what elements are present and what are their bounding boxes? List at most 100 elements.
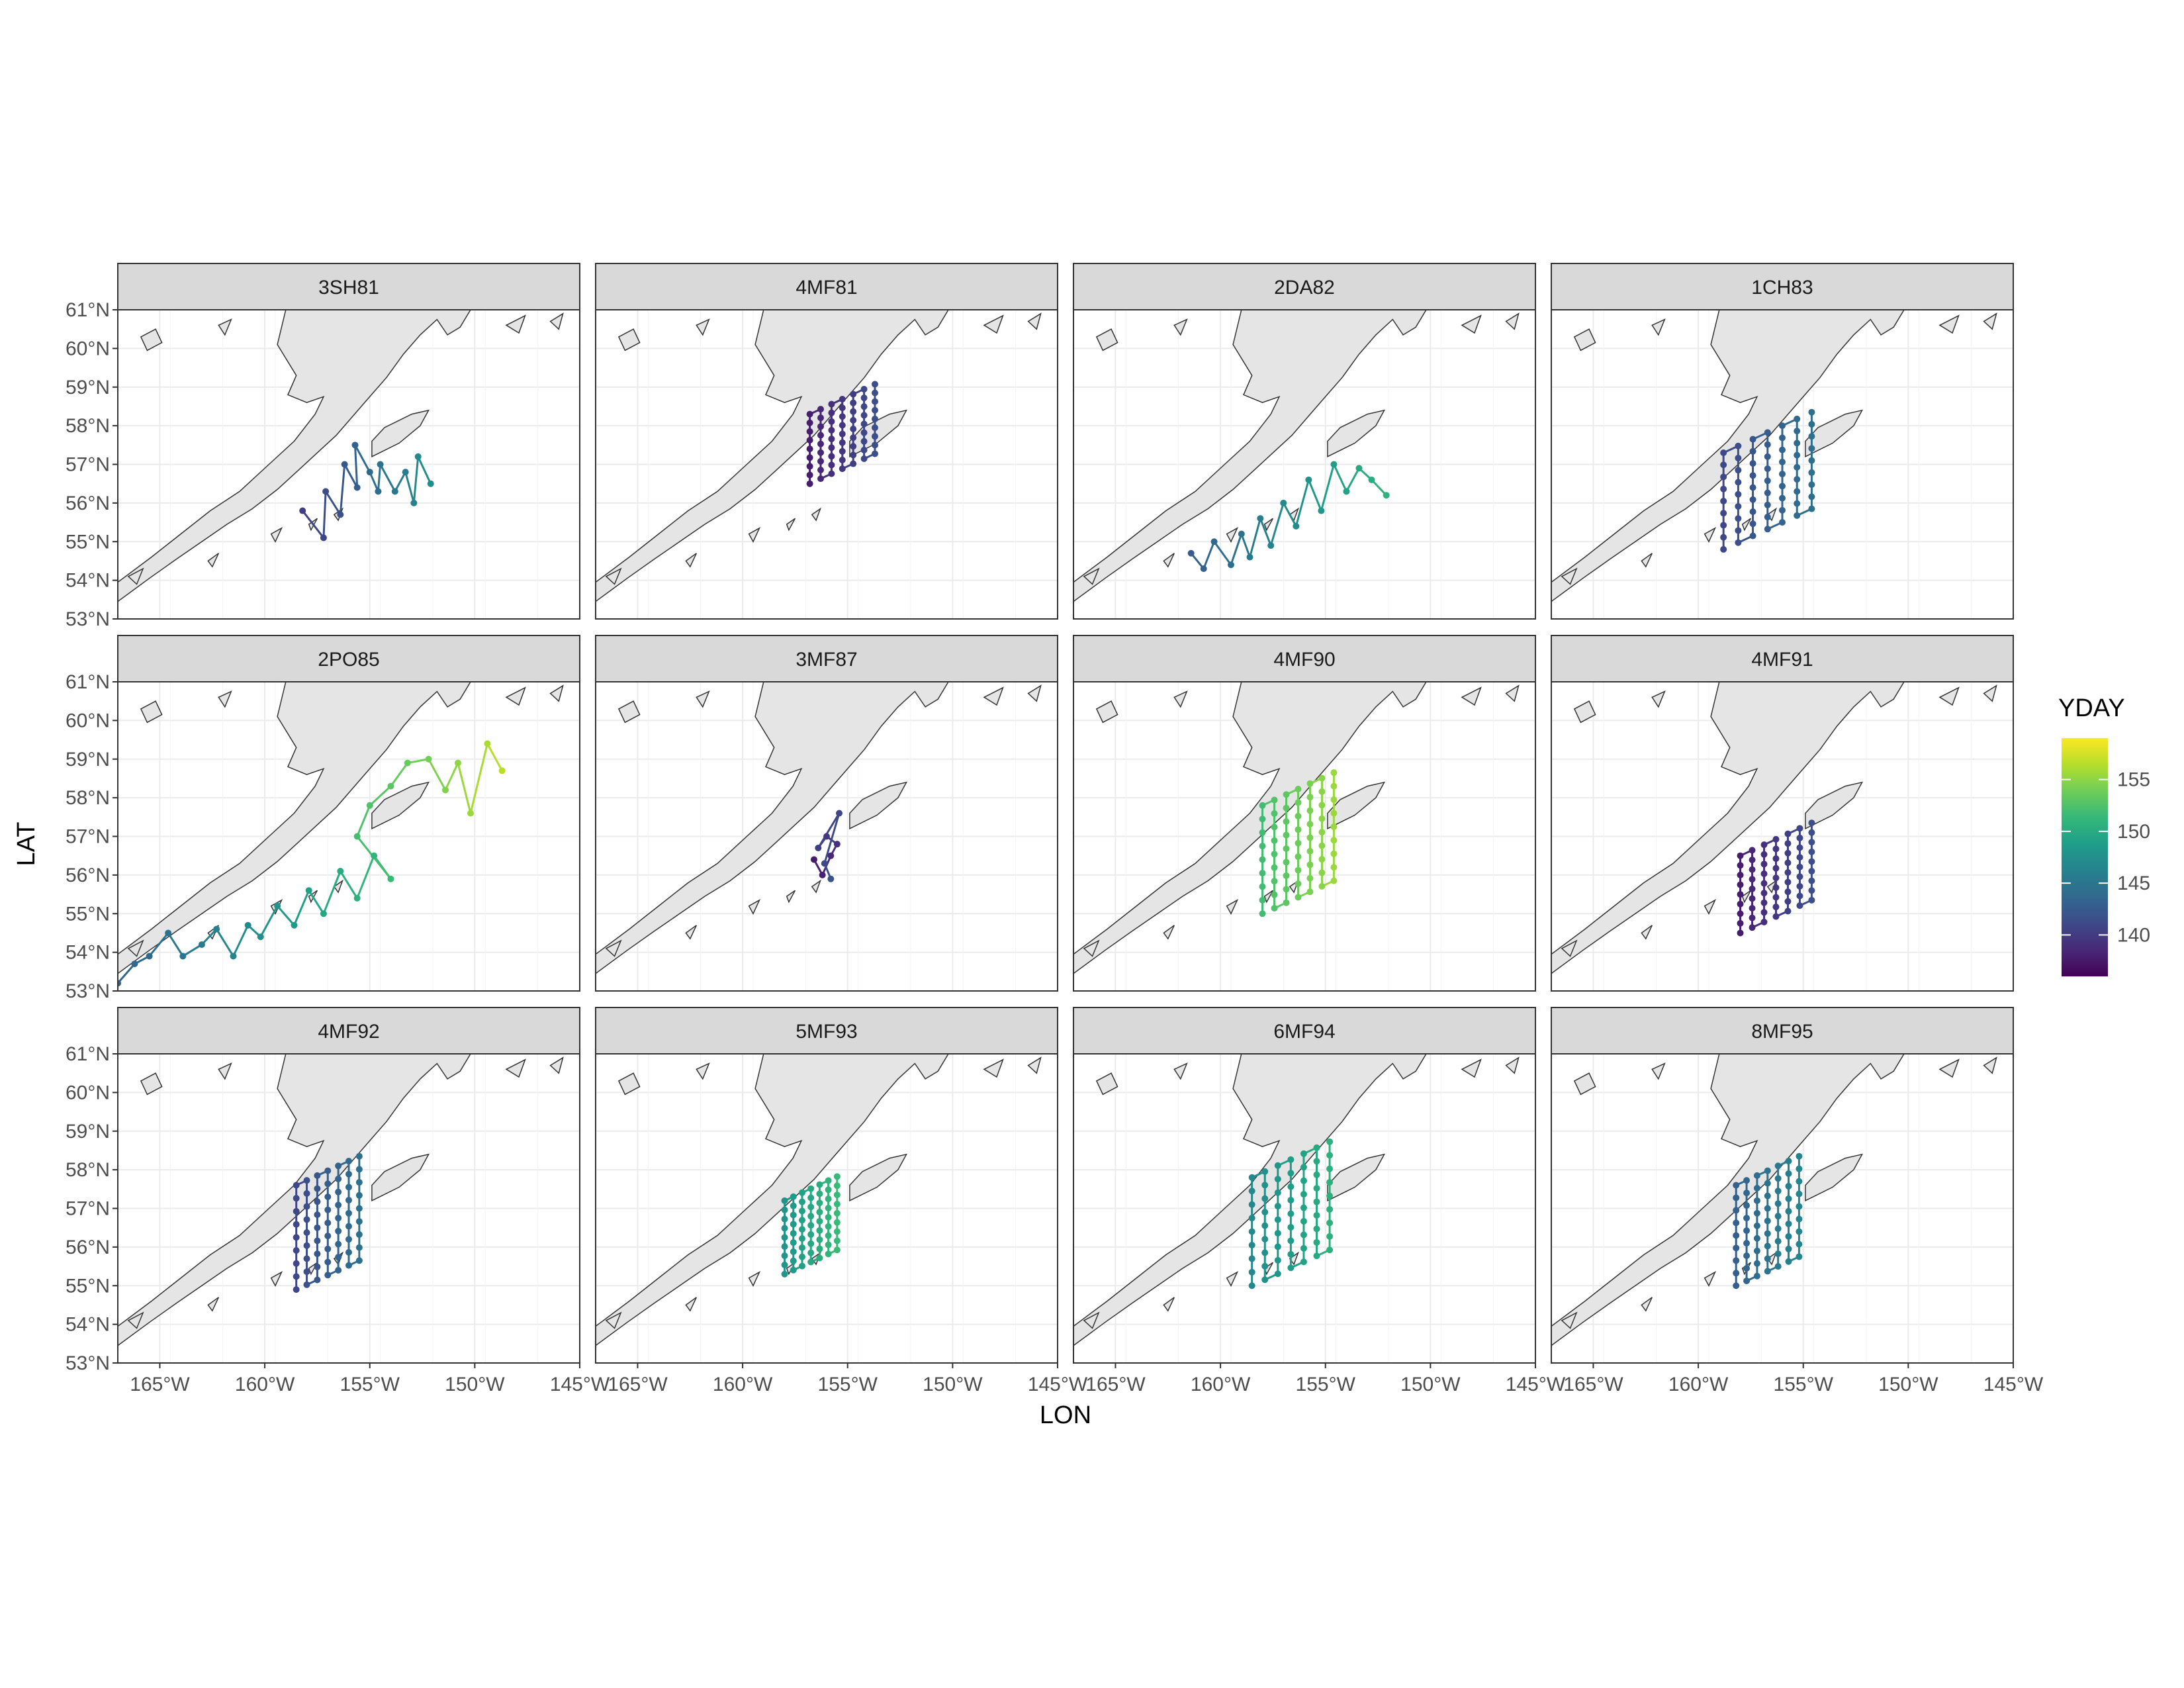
track-segment: [394, 471, 406, 492]
island: [505, 314, 526, 334]
track-point: [355, 1231, 363, 1238]
track-point: [1259, 843, 1266, 850]
track-point: [1257, 515, 1264, 522]
track-segment: [444, 762, 459, 791]
facet-8mf95: 8MF95: [1551, 1007, 2014, 1364]
track-point: [1808, 505, 1815, 512]
survey-track: [1733, 1152, 1803, 1289]
island: [1505, 1056, 1520, 1074]
track-point: [1283, 845, 1290, 852]
track-point: [1259, 869, 1266, 876]
track-point: [1313, 1239, 1320, 1246]
island: [849, 781, 908, 830]
track-point: [1287, 1237, 1295, 1244]
island: [333, 879, 344, 894]
track-point: [1330, 864, 1338, 871]
track-point: [1283, 804, 1290, 812]
track-point: [355, 1244, 363, 1251]
track-point: [871, 381, 878, 388]
facet-label: 4MF81: [796, 277, 857, 299]
colorbar-label: 145: [2117, 872, 2150, 894]
island: [1641, 925, 1653, 940]
track-point: [1326, 1152, 1334, 1159]
track-point: [345, 1262, 352, 1269]
colorbar-label: 150: [2117, 821, 2150, 843]
track-point: [833, 1219, 841, 1226]
track-segment: [404, 471, 415, 504]
track-point: [1808, 829, 1815, 836]
track-point: [1774, 1238, 1782, 1245]
land-layer: [118, 310, 564, 602]
track-point: [1300, 1217, 1307, 1225]
track-point: [807, 1249, 815, 1256]
track-point: [1300, 1204, 1307, 1211]
track-point: [1796, 902, 1803, 910]
track-point: [833, 1200, 841, 1207]
track-point: [1261, 1182, 1269, 1189]
colorbar-label: 155: [2117, 769, 2150, 791]
y-tick-label: 59°N: [66, 1121, 110, 1143]
facet-panels: 3SH81 4MF81 2DA82 1CH83 2PO85 3MF87 4MF90 4MF91…: [117, 263, 2014, 1364]
island: [270, 527, 283, 543]
track-point: [817, 423, 825, 430]
survey-track: [293, 1152, 363, 1293]
track-point: [1794, 488, 1801, 495]
track-point: [355, 1205, 363, 1212]
track-point: [230, 953, 237, 960]
track-point: [1774, 1162, 1782, 1170]
track-segment: [1282, 502, 1297, 527]
track-segment: [1259, 518, 1272, 546]
track-point: [806, 428, 813, 435]
track-point: [337, 868, 344, 875]
island: [218, 690, 232, 708]
track-point: [1274, 1189, 1281, 1196]
facet-label: 4MF91: [1751, 649, 1813, 671]
track-segment: [417, 456, 432, 485]
track-point: [1295, 853, 1302, 861]
x-tick-label: 155°W: [818, 1374, 878, 1395]
y-tick-label: 61°N: [66, 671, 110, 693]
track-point: [322, 488, 330, 495]
track-point: [1283, 872, 1290, 879]
track-point: [1267, 542, 1275, 549]
track-point: [1772, 874, 1780, 882]
track-point: [1313, 1185, 1320, 1192]
track-point: [335, 1175, 342, 1182]
track-point: [781, 1225, 788, 1232]
track-point: [1764, 1205, 1771, 1212]
island: [1027, 312, 1042, 330]
track-point: [1271, 823, 1278, 831]
facet-label: 3SH81: [318, 277, 379, 299]
facet-strip: [117, 263, 580, 310]
track-point: [467, 810, 475, 817]
survey-track: [806, 381, 878, 487]
track-point: [781, 1243, 788, 1250]
track-point: [1720, 497, 1727, 504]
track-point: [1784, 840, 1792, 847]
track-point: [1261, 1249, 1269, 1256]
track-point: [790, 1257, 797, 1264]
facet-label: 2DA82: [1274, 277, 1335, 299]
track-point: [335, 1227, 342, 1235]
facet-strip: [1073, 1007, 1536, 1055]
x-tick-label: 155°W: [1296, 1374, 1356, 1395]
track-point: [817, 475, 825, 483]
track-point: [1300, 1231, 1307, 1239]
track-point: [1330, 837, 1338, 844]
track-point: [1280, 499, 1287, 506]
track-point: [1261, 1276, 1269, 1284]
island: [1505, 312, 1520, 330]
track-point: [871, 450, 878, 457]
alaska-land: [1551, 310, 1905, 602]
track-point: [1326, 1205, 1334, 1213]
track-point: [825, 1223, 832, 1230]
track-point: [165, 929, 172, 937]
land-layer: [1551, 310, 1997, 602]
track-point: [314, 1198, 321, 1205]
island: [696, 318, 710, 336]
track-point: [1720, 545, 1727, 553]
track-point: [1300, 1244, 1307, 1252]
survey-track: [1259, 769, 1338, 917]
track-point: [1318, 869, 1326, 876]
track-point: [1764, 501, 1771, 508]
